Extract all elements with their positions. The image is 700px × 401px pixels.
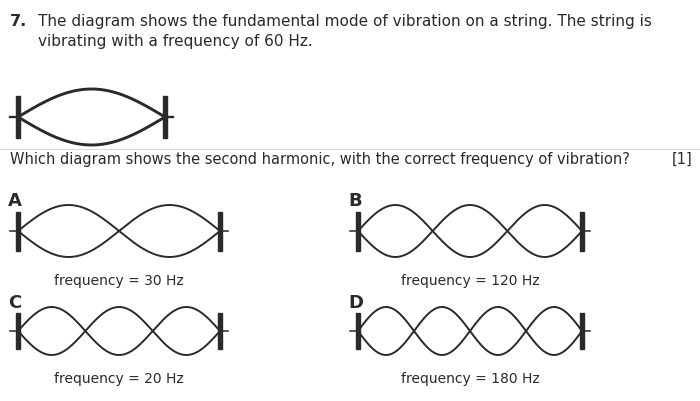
- Text: The diagram shows the fundamental mode of vibration on a string. The string is: The diagram shows the fundamental mode o…: [38, 14, 652, 29]
- Text: frequency = 20 Hz: frequency = 20 Hz: [54, 371, 184, 385]
- Bar: [16, 97, 20, 139]
- Bar: [163, 97, 167, 139]
- Text: D: D: [348, 293, 363, 311]
- Bar: [356, 313, 360, 349]
- Bar: [356, 212, 360, 251]
- Text: frequency = 180 Hz: frequency = 180 Hz: [400, 371, 540, 385]
- Bar: [16, 212, 20, 251]
- Bar: [580, 313, 584, 349]
- Bar: [16, 313, 20, 349]
- Text: C: C: [8, 293, 21, 311]
- Text: vibrating with a frequency of 60 Hz.: vibrating with a frequency of 60 Hz.: [38, 34, 313, 49]
- Text: [1]: [1]: [672, 152, 693, 166]
- Text: Which diagram shows the second harmonic, with the correct frequency of vibration: Which diagram shows the second harmonic,…: [10, 152, 630, 166]
- Text: frequency = 120 Hz: frequency = 120 Hz: [400, 273, 539, 287]
- Bar: [218, 212, 222, 251]
- Text: A: A: [8, 192, 22, 209]
- Text: B: B: [348, 192, 362, 209]
- Bar: [218, 313, 222, 349]
- Text: frequency = 30 Hz: frequency = 30 Hz: [54, 273, 184, 287]
- Bar: [580, 212, 584, 251]
- Text: 7.: 7.: [10, 14, 27, 29]
